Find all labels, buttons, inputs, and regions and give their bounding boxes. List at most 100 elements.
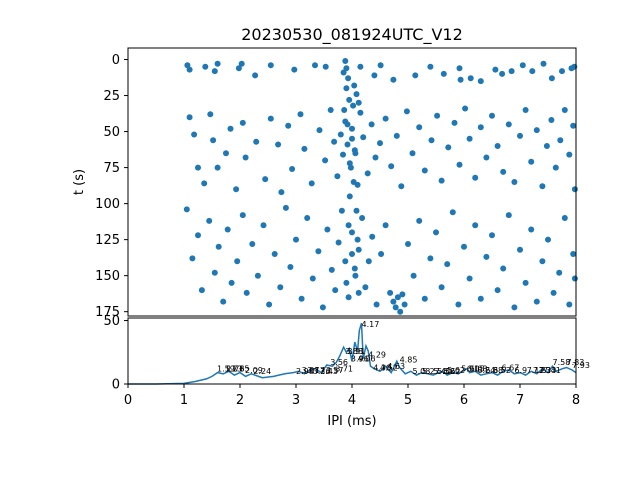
scatter-point [377,62,384,69]
scatter-point [201,180,208,187]
scatter-point [533,127,540,134]
scatter-point [483,154,490,161]
peak-label: 7.12 [527,366,545,375]
scatter-point [440,70,447,77]
scatter-point [462,105,469,112]
x-axis-label: IPI (ms) [327,414,376,429]
scatter-point [444,261,451,268]
scatter-point [557,137,564,144]
peak-label: 6.52 [493,366,511,375]
scatter-point [556,269,563,276]
x-tick-label: 4 [348,393,356,408]
x-tick-label: 5 [404,393,412,408]
y-tick-label: 0 [112,53,120,68]
scatter-point [456,65,463,72]
scatter-point [239,212,246,219]
y-tick-label: 125 [95,233,120,248]
scatter-point [433,229,439,236]
scatter-point [223,150,229,157]
scatter-point [252,72,259,79]
scatter-point [522,279,529,286]
histogram-frame [127,317,577,385]
scatter-point [519,62,526,69]
scatter-point [570,251,577,257]
scatter-point [522,107,529,113]
scatter-point [539,258,546,265]
scatter-point [234,258,241,265]
peak-label: 4.17 [362,320,380,329]
peak-label: 4.63 [387,362,405,371]
peak-label: 4.29 [368,351,386,360]
peak-label: 4.85 [400,356,418,365]
scatter-point [372,154,379,161]
scatter-point [228,279,235,286]
scatter-point [282,204,289,211]
peak-label: 4.52 [380,363,398,372]
scatter-point [416,217,423,224]
scatter-point [477,295,484,302]
scatter-point [319,304,326,311]
scatter-point [533,298,540,305]
peak-label: 7.41 [543,366,561,375]
peak-label: 2.24 [253,367,271,376]
scatter-point [570,122,577,129]
scatter-point [499,70,506,77]
scatter-point [349,251,355,257]
scatter-point [342,258,349,265]
scatter-point [360,134,367,141]
scatter-point [511,179,518,185]
peak-label: 3.71 [335,365,353,374]
scatter-point [552,164,559,171]
scatter-point [271,251,278,257]
scatter-point [369,233,376,240]
scatter-point [489,112,495,119]
peak-label: 6.24 [477,366,495,375]
scatter-point [472,174,479,181]
scatter-point [344,141,351,148]
scatter-point [489,232,495,239]
peak-label: 4.06 [358,354,376,363]
scatter-point [298,295,305,302]
scatter-point [287,264,294,270]
scatter-point [291,66,298,73]
scatter-point [511,304,518,311]
scatter-point [344,121,351,128]
y-tick-label: 50 [103,125,120,140]
peak-label: 6.05 [467,365,485,374]
scatter-point [343,279,350,286]
scatter-point [559,68,565,75]
peak-label: 5.40 [433,367,451,376]
scatter-point [349,125,355,132]
scatter-point [207,111,214,118]
peak-label: 5.62 [447,366,465,375]
scatter-point [183,206,190,213]
scatter-point [353,207,360,214]
scatter-point [341,107,348,113]
scatter-point [394,294,401,301]
scatter-point [335,239,342,246]
scatter-point [494,143,501,149]
peak-label: 3.91 [348,347,366,356]
scatter-point [224,226,231,233]
scatter-point [278,189,285,196]
scatter-point [456,161,463,168]
peak-label: 7.23 [533,366,551,375]
scatter-point [382,115,389,122]
x-tick-label: 1 [180,393,188,408]
scatter-point [397,308,404,315]
scatter-point [477,124,484,131]
scatter-point [233,186,240,193]
peak-label: 6.38 [485,366,503,375]
scatter-point [365,258,372,265]
scatter-y-ticks: 0 25 50 75 100 125 150 175 [95,53,128,320]
peak-label: 6.08 [470,365,488,374]
scatter-point [186,66,193,73]
scatter-point [355,246,362,253]
scatter-point [285,122,292,129]
scatter-point [390,298,397,305]
scatter-point [322,157,329,164]
x-tick-label: 6 [460,393,468,408]
scatter-point [254,272,261,279]
scatter-point [324,226,331,233]
peak-label: 5.08 [413,367,431,376]
